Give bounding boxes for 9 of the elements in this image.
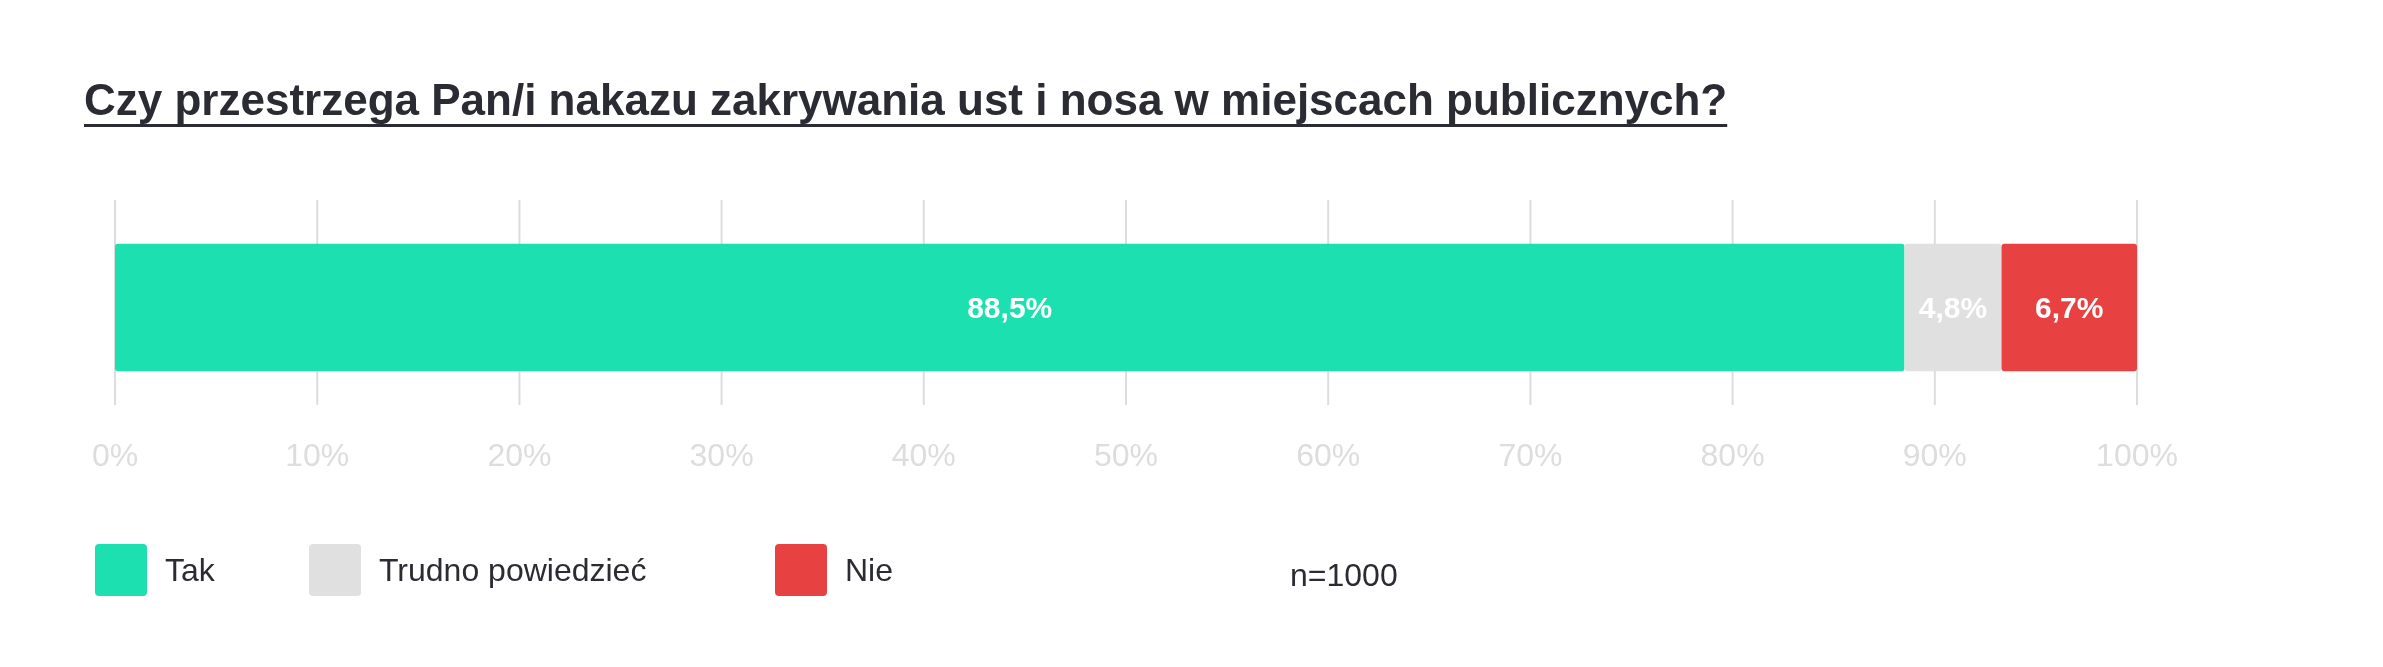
data-label: 88,5% [967, 291, 1053, 324]
legend-label: Nie [845, 552, 894, 589]
data-label: 6,7% [2035, 291, 2104, 324]
bar [2001, 243, 2137, 372]
bar [115, 243, 1905, 372]
text: n=1000 [1290, 557, 1398, 594]
legend-label: Trudno powiedzieć [379, 552, 647, 589]
legend-label: Tak [165, 552, 216, 589]
chart-title: Czy przestrzega Pan/i nakazu zakrywania ust i nosa w miejscach publicznych? [84, 75, 1728, 124]
